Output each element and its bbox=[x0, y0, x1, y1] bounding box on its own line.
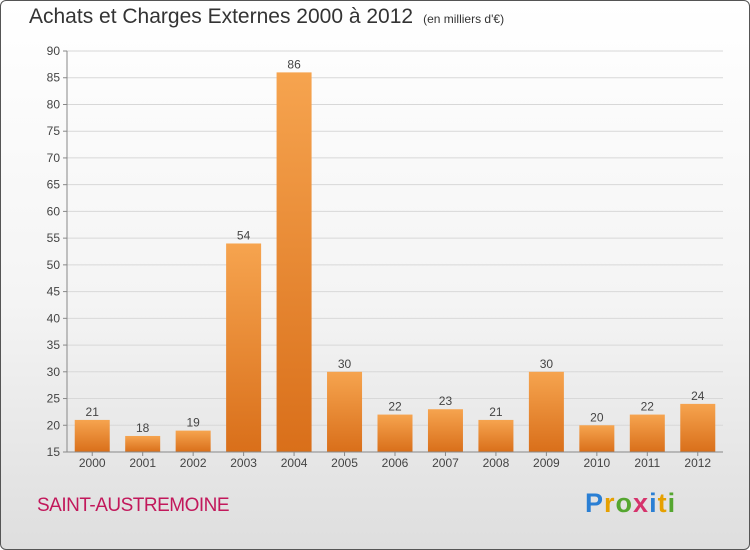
ytick-label: 45 bbox=[47, 285, 61, 299]
bar-2010 bbox=[579, 425, 615, 452]
ytick-label: 20 bbox=[47, 418, 61, 432]
bar-2012 bbox=[680, 403, 716, 452]
bars bbox=[74, 72, 716, 453]
ytick-label: 30 bbox=[47, 365, 61, 379]
xtick-label-2000: 2000 bbox=[79, 456, 106, 470]
grid-lines bbox=[67, 50, 723, 453]
bar-2000 bbox=[74, 419, 110, 452]
value-label-2008: 21 bbox=[489, 405, 503, 419]
logo-letter: P bbox=[585, 488, 605, 518]
bar-2005 bbox=[327, 371, 363, 452]
xtick-label-2011: 2011 bbox=[634, 456, 660, 470]
ytick-label: 70 bbox=[47, 151, 61, 165]
axes: 15 20 25 30 35 40 45 50 55 60 65 70 75 80 85 90 2000 2001… bbox=[47, 44, 723, 470]
ytick-label: 35 bbox=[47, 338, 61, 352]
ytick-label: 50 bbox=[47, 258, 61, 272]
xtick-label-2003: 2003 bbox=[230, 456, 257, 470]
logo-letter: t bbox=[657, 488, 668, 518]
ytick-label: 90 bbox=[47, 44, 61, 58]
ytick-label: 40 bbox=[47, 311, 61, 325]
bar-2011 bbox=[629, 414, 665, 452]
logo-letter: i bbox=[649, 488, 658, 518]
logo-letter: r bbox=[604, 488, 616, 518]
bar-2008 bbox=[478, 419, 514, 452]
xtick-label-2010: 2010 bbox=[583, 456, 610, 470]
logo-letter: x bbox=[633, 488, 650, 518]
bar-2007 bbox=[427, 409, 463, 452]
value-label-2007: 23 bbox=[439, 394, 453, 408]
ytick-label: 75 bbox=[47, 124, 61, 138]
logo-letter: i bbox=[667, 488, 677, 518]
ytick-label: 80 bbox=[47, 97, 61, 111]
ytick-label: 85 bbox=[47, 71, 61, 85]
xtick-label-2008: 2008 bbox=[483, 456, 510, 470]
xtick-label-2002: 2002 bbox=[180, 456, 207, 470]
value-label-2002: 19 bbox=[186, 416, 200, 430]
value-label-2010: 20 bbox=[590, 410, 604, 424]
proxiti-logo: Proxiti bbox=[585, 488, 676, 519]
value-label-2011: 22 bbox=[641, 400, 655, 414]
value-label-2006: 22 bbox=[388, 400, 402, 414]
bar-2004 bbox=[276, 72, 312, 453]
chart-title-text: Achats et Charges Externes 2000 à 2012 bbox=[29, 5, 414, 28]
bar-2006 bbox=[377, 414, 413, 452]
value-label-2000: 21 bbox=[86, 405, 100, 419]
ytick-label: 65 bbox=[47, 178, 61, 192]
bar-2001 bbox=[125, 435, 161, 452]
value-label-2012: 24 bbox=[691, 389, 705, 403]
value-label-2004: 86 bbox=[287, 57, 301, 71]
bar-2003 bbox=[226, 243, 262, 452]
ytick-label: 55 bbox=[47, 231, 61, 245]
ytick-label: 60 bbox=[47, 204, 61, 218]
xtick-label-2005: 2005 bbox=[331, 456, 358, 470]
xtick-label-2009: 2009 bbox=[533, 456, 560, 470]
commune-name: SAINT-AUSTREMOINE bbox=[37, 495, 230, 516]
value-label-2009: 30 bbox=[540, 357, 554, 371]
value-label-2005: 30 bbox=[338, 357, 352, 371]
value-label-2001: 18 bbox=[136, 421, 150, 435]
ytick-label: 15 bbox=[47, 445, 61, 459]
ytick-label: 25 bbox=[47, 392, 61, 406]
bar-2009 bbox=[528, 371, 564, 452]
bar-2002 bbox=[175, 430, 211, 452]
xtick-label-2004: 2004 bbox=[281, 456, 308, 470]
value-labels: 21 18 19 54 86 30 22 23 21 30 20 22 24 bbox=[86, 57, 705, 435]
chart-title: Achats et Charges Externes 2000 à 2012 (e… bbox=[29, 5, 504, 29]
logo-letter: o bbox=[615, 488, 634, 518]
value-label-2003: 54 bbox=[237, 228, 251, 242]
xtick-label-2007: 2007 bbox=[432, 456, 459, 470]
xtick-label-2001: 2001 bbox=[129, 456, 156, 470]
xtick-label-2012: 2012 bbox=[684, 456, 711, 470]
chart-subtitle: (en milliers d'€) bbox=[423, 12, 505, 26]
xtick-label-2006: 2006 bbox=[382, 456, 409, 470]
